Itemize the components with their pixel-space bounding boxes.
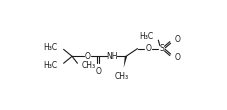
Text: CH₃: CH₃ xyxy=(115,72,129,82)
Text: O: O xyxy=(175,53,180,62)
Text: O: O xyxy=(84,52,90,61)
Text: S: S xyxy=(159,44,164,53)
Text: O: O xyxy=(96,67,102,76)
Text: CH₃: CH₃ xyxy=(82,61,96,70)
Polygon shape xyxy=(124,56,127,68)
Text: H₃C: H₃C xyxy=(140,32,154,41)
Text: NH: NH xyxy=(106,52,118,61)
Text: O: O xyxy=(175,35,180,44)
Text: O: O xyxy=(145,44,151,53)
Text: H₃C: H₃C xyxy=(43,43,57,52)
Text: H₃C: H₃C xyxy=(43,61,57,70)
